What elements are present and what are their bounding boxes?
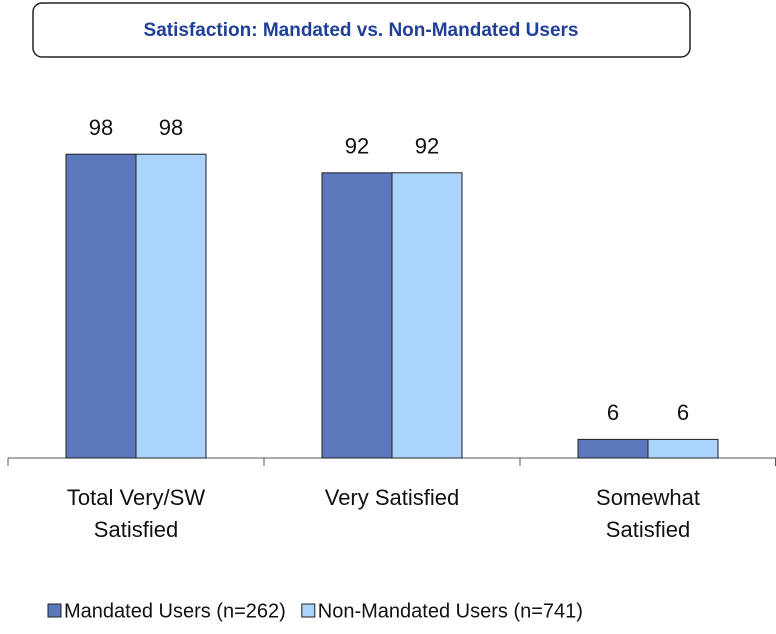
data-label: 98 [159, 115, 183, 140]
bar [321, 172, 393, 459]
bar [135, 153, 207, 459]
chart-title: Satisfaction: Mandated vs. Non-Mandated … [144, 20, 579, 41]
legend-swatch [47, 603, 62, 618]
bar [647, 438, 719, 459]
data-label: 6 [677, 400, 689, 425]
legend-label: Mandated Users (n=262) [64, 600, 286, 622]
bar [391, 172, 463, 459]
x-tick-label: Total Very/SW Satisfied [66, 485, 206, 542]
bar [65, 153, 137, 459]
data-label: 92 [415, 134, 439, 159]
bar [577, 438, 649, 459]
legend-swatch [301, 603, 316, 618]
data-label: 92 [345, 134, 369, 159]
x-tick-label: Very Satisfied [324, 485, 460, 510]
data-label: 98 [89, 115, 113, 140]
title-box [32, 2, 691, 58]
data-label: 6 [607, 400, 619, 425]
legend-label: Non-Mandated Users (n=741) [318, 600, 583, 622]
x-tick-label: Somewhat Satisfied [596, 485, 700, 542]
